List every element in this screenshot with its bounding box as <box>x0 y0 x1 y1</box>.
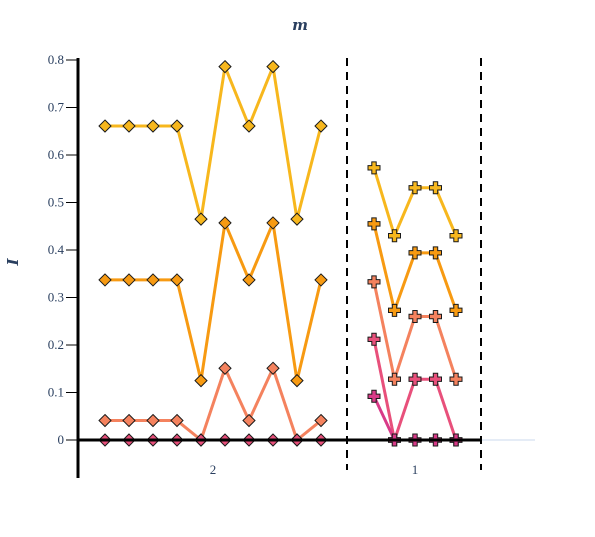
data-point <box>429 181 442 195</box>
y-tick-label: 0.3 <box>48 290 64 305</box>
data-point <box>367 332 381 346</box>
data-point <box>194 212 208 226</box>
data-point <box>388 372 401 386</box>
data-point <box>170 413 184 428</box>
y-tick-label: 0.5 <box>48 195 64 210</box>
data-point <box>367 161 381 175</box>
data-point <box>449 372 463 386</box>
data-point <box>266 361 280 375</box>
chart-title: m <box>292 16 308 34</box>
data-point <box>218 361 232 375</box>
y-tick-label: 0.2 <box>48 337 64 352</box>
data-point <box>218 59 232 74</box>
data-point <box>242 413 256 428</box>
data-point <box>98 413 112 428</box>
data-point <box>408 372 422 386</box>
data-point <box>429 372 442 386</box>
data-point <box>367 389 381 403</box>
data-point <box>367 217 381 231</box>
data-point <box>429 246 442 260</box>
series-line <box>105 65 323 221</box>
series-line <box>105 221 323 383</box>
data-point <box>218 216 232 230</box>
series-line <box>372 167 458 238</box>
data-point <box>266 216 280 230</box>
data-point <box>194 373 208 388</box>
data-point <box>408 181 422 195</box>
data-point <box>98 273 112 287</box>
data-point <box>449 303 463 317</box>
data-point <box>449 229 463 243</box>
data-point <box>408 246 422 260</box>
data-point <box>290 373 304 388</box>
chart-marks: 0 0.1 0.2 0.3 0.4 0.5 0.6 0.7 0.8 2 1 <box>48 52 535 478</box>
data-point <box>367 275 381 289</box>
data-point <box>388 229 401 243</box>
data-point <box>266 59 280 74</box>
x-group-label: 1 <box>412 462 419 477</box>
data-point <box>314 119 328 133</box>
data-point <box>314 273 328 287</box>
data-point <box>146 119 160 133</box>
data-point <box>122 119 136 133</box>
data-point <box>98 119 112 133</box>
data-point <box>146 273 160 287</box>
data-point <box>429 310 442 323</box>
y-tick-label: 0 <box>58 432 65 447</box>
y-tick-label: 0.8 <box>48 52 64 67</box>
data-point <box>290 212 304 226</box>
y-tick-label: 0.4 <box>48 242 65 257</box>
x-group-label: 2 <box>210 462 217 477</box>
y-tick-label: 0.7 <box>48 100 65 115</box>
data-point <box>314 413 328 428</box>
y-tick-label: 0.6 <box>48 147 65 162</box>
data-point <box>122 413 136 428</box>
series-line <box>105 366 322 442</box>
series-line <box>372 223 458 312</box>
y-axis-label: I <box>4 258 22 267</box>
data-point <box>388 303 401 317</box>
series-line <box>372 281 458 381</box>
data-point <box>408 310 422 323</box>
data-point <box>170 273 184 287</box>
data-point <box>122 273 136 287</box>
data-point <box>242 119 256 133</box>
data-point <box>170 119 184 133</box>
data-point <box>146 413 160 428</box>
y-tick-label: 0.1 <box>48 385 64 400</box>
data-point <box>242 273 256 287</box>
